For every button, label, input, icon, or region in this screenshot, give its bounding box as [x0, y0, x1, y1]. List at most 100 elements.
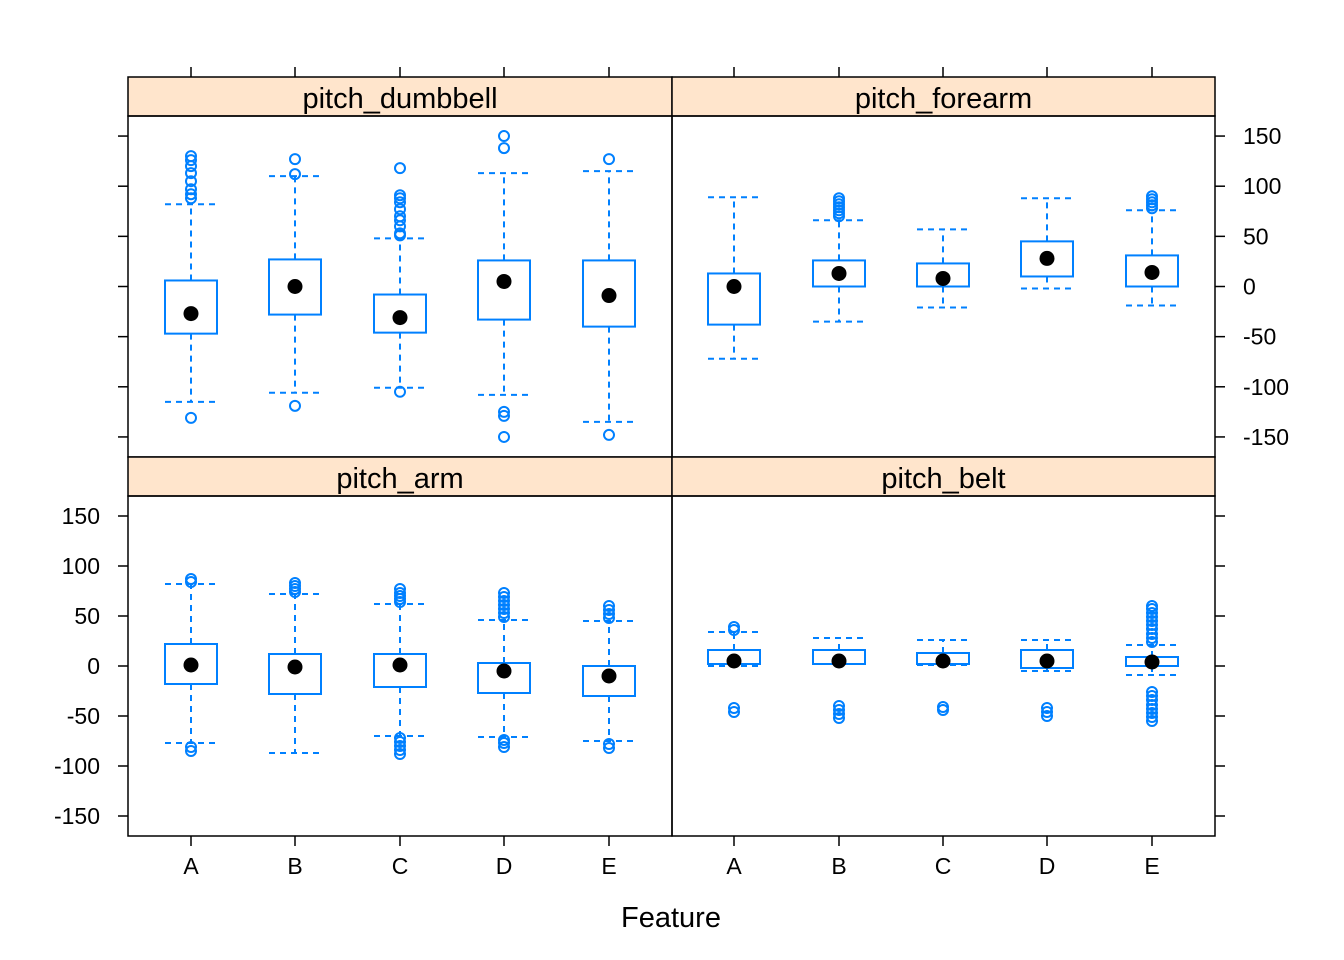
box-iqr [477, 259, 531, 321]
outlier-point [289, 153, 301, 166]
outlier-point [1146, 623, 1158, 635]
outlier-point [1146, 694, 1158, 706]
outlier-point [394, 227, 406, 240]
median-dot [601, 668, 617, 684]
median-dot [935, 270, 951, 286]
outlier-point [603, 604, 615, 616]
y-tick-label: -150 [54, 803, 100, 829]
outlier-point [394, 732, 406, 744]
outlier-point [394, 583, 406, 595]
x-tick-label: E [601, 853, 616, 879]
outlier-point [1146, 619, 1158, 631]
x-tick-label: A [183, 853, 199, 879]
outlier-point [603, 600, 615, 612]
outlier-point [603, 738, 615, 750]
outlier-point [498, 405, 510, 418]
outlier-point [1146, 607, 1158, 619]
outlier-point [603, 428, 615, 441]
y-tick-label: -50 [67, 703, 100, 729]
y-axis-right-row1: -150 -100 -50 0 50 100 150 [1215, 123, 1289, 450]
outlier-point [394, 162, 406, 175]
x-axis-top [190, 67, 1153, 77]
median-dot [496, 273, 512, 289]
outlier-point [394, 214, 406, 227]
outlier-point [728, 706, 740, 718]
outlier-point [1146, 715, 1158, 727]
outlier-point [185, 175, 197, 188]
outlier-point [833, 712, 845, 724]
y-axis-right-row2 [1215, 515, 1225, 817]
median-dot [1144, 654, 1160, 670]
box-iqr [582, 665, 636, 697]
box-pitch_arm-E [582, 600, 636, 754]
box-iqr [268, 653, 322, 695]
outlier-point [394, 740, 406, 752]
outlier-point [498, 142, 510, 155]
y-tick-label: -100 [1243, 374, 1289, 400]
y-tick-label: 100 [62, 553, 100, 579]
box-iqr [164, 643, 218, 685]
outlier-point [1146, 600, 1158, 612]
outlier-point [603, 612, 615, 624]
median-dot [392, 310, 408, 326]
outlier-point [289, 168, 301, 181]
box-pitch_dumbbell-D [477, 130, 531, 443]
outlier-point [498, 591, 510, 603]
outlier-point [498, 409, 510, 422]
box-pitch_arm-D [477, 587, 531, 753]
outlier-point [185, 167, 197, 180]
outlier-point [1041, 710, 1053, 722]
box-iqr [164, 279, 218, 335]
panel-pitch_belt: pitch_belt [671, 456, 1216, 837]
x-tick-label: A [726, 853, 742, 879]
y-tick-label: 50 [1243, 223, 1269, 249]
box-iqr [1020, 240, 1074, 278]
outlier-point [185, 741, 197, 753]
median-dot [1144, 264, 1160, 280]
y-tick-label: -50 [1243, 324, 1276, 350]
y-axis-left-row2: -150 -100 -50 0 50 100 150 [54, 503, 128, 829]
outlier-point [498, 595, 510, 607]
outlier-point [833, 192, 845, 205]
median-dot [183, 306, 199, 322]
outlier-point [185, 183, 197, 196]
y-tick-label: 100 [1243, 173, 1281, 199]
outlier-point [394, 385, 406, 398]
box-iqr [916, 262, 970, 288]
outlier-point [498, 599, 510, 611]
strip-pitch_dumbbell [127, 76, 673, 117]
box-iqr [707, 272, 761, 326]
outlier-point [833, 704, 845, 716]
outlier-point [498, 130, 510, 143]
box-pitch_arm-C [373, 583, 427, 760]
panel-title: pitch_forearm [855, 83, 1032, 115]
y-tick-label: 150 [1243, 123, 1281, 149]
outlier-point [185, 188, 197, 201]
outlier-point [1146, 711, 1158, 723]
median-dot [726, 279, 742, 294]
strip-pitch_belt [671, 456, 1216, 497]
x-tick-label: B [831, 853, 846, 879]
box-pitch_dumbbell-E [582, 153, 636, 441]
y-axis-left-row1 [118, 135, 128, 438]
box-pitch_belt-C [916, 639, 970, 716]
outlier-point [289, 577, 301, 589]
axes-layer: -150 -100 -50 0 50 100 150 -150 -100 -50 0 50 100 150… [54, 67, 1289, 879]
box-pitch_forearm-D [1020, 197, 1074, 290]
outlier-point [394, 587, 406, 599]
median-dot [831, 265, 847, 281]
x-tick-label: D [496, 853, 513, 879]
outlier-point [728, 702, 740, 714]
outlier-point [1146, 690, 1158, 702]
box-pitch_forearm-C [916, 228, 970, 309]
outlier-point [394, 196, 406, 209]
y-tick-label: 0 [87, 653, 100, 679]
outlier-point [394, 736, 406, 748]
box-iqr [268, 258, 322, 316]
box-iqr [812, 259, 866, 288]
outlier-point [833, 700, 845, 712]
outlier-point [1146, 190, 1158, 203]
outlier-point [498, 741, 510, 753]
median-dot [287, 659, 303, 675]
